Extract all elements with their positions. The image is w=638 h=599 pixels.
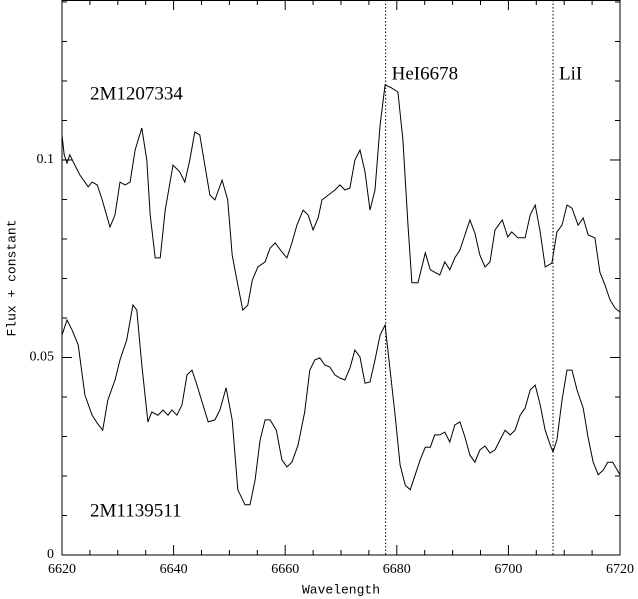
spectrum-line	[61, 84, 621, 313]
y-tick-label: 0.1	[37, 152, 55, 167]
x-tick-label: 6680	[383, 562, 411, 577]
x-tick-label: 6700	[494, 562, 522, 577]
spectrum-line	[61, 303, 621, 506]
x-tick-label: 6640	[160, 562, 188, 577]
x-tick-label: 6660	[271, 562, 299, 577]
annotation: HeI6678	[392, 63, 458, 84]
y-tick-label: 0.05	[30, 350, 55, 365]
annotation: LiI	[559, 63, 582, 84]
x-tick-label: 6620	[48, 562, 76, 577]
x-tick-label: 6720	[606, 562, 634, 577]
x-axis-label: Wavelength	[302, 582, 380, 597]
series-label: 2M1139511	[90, 500, 181, 521]
series-label: 2M1207334	[90, 83, 183, 104]
y-tick-label: 0	[47, 547, 54, 562]
y-axis-label: Flux + constant	[4, 219, 19, 336]
